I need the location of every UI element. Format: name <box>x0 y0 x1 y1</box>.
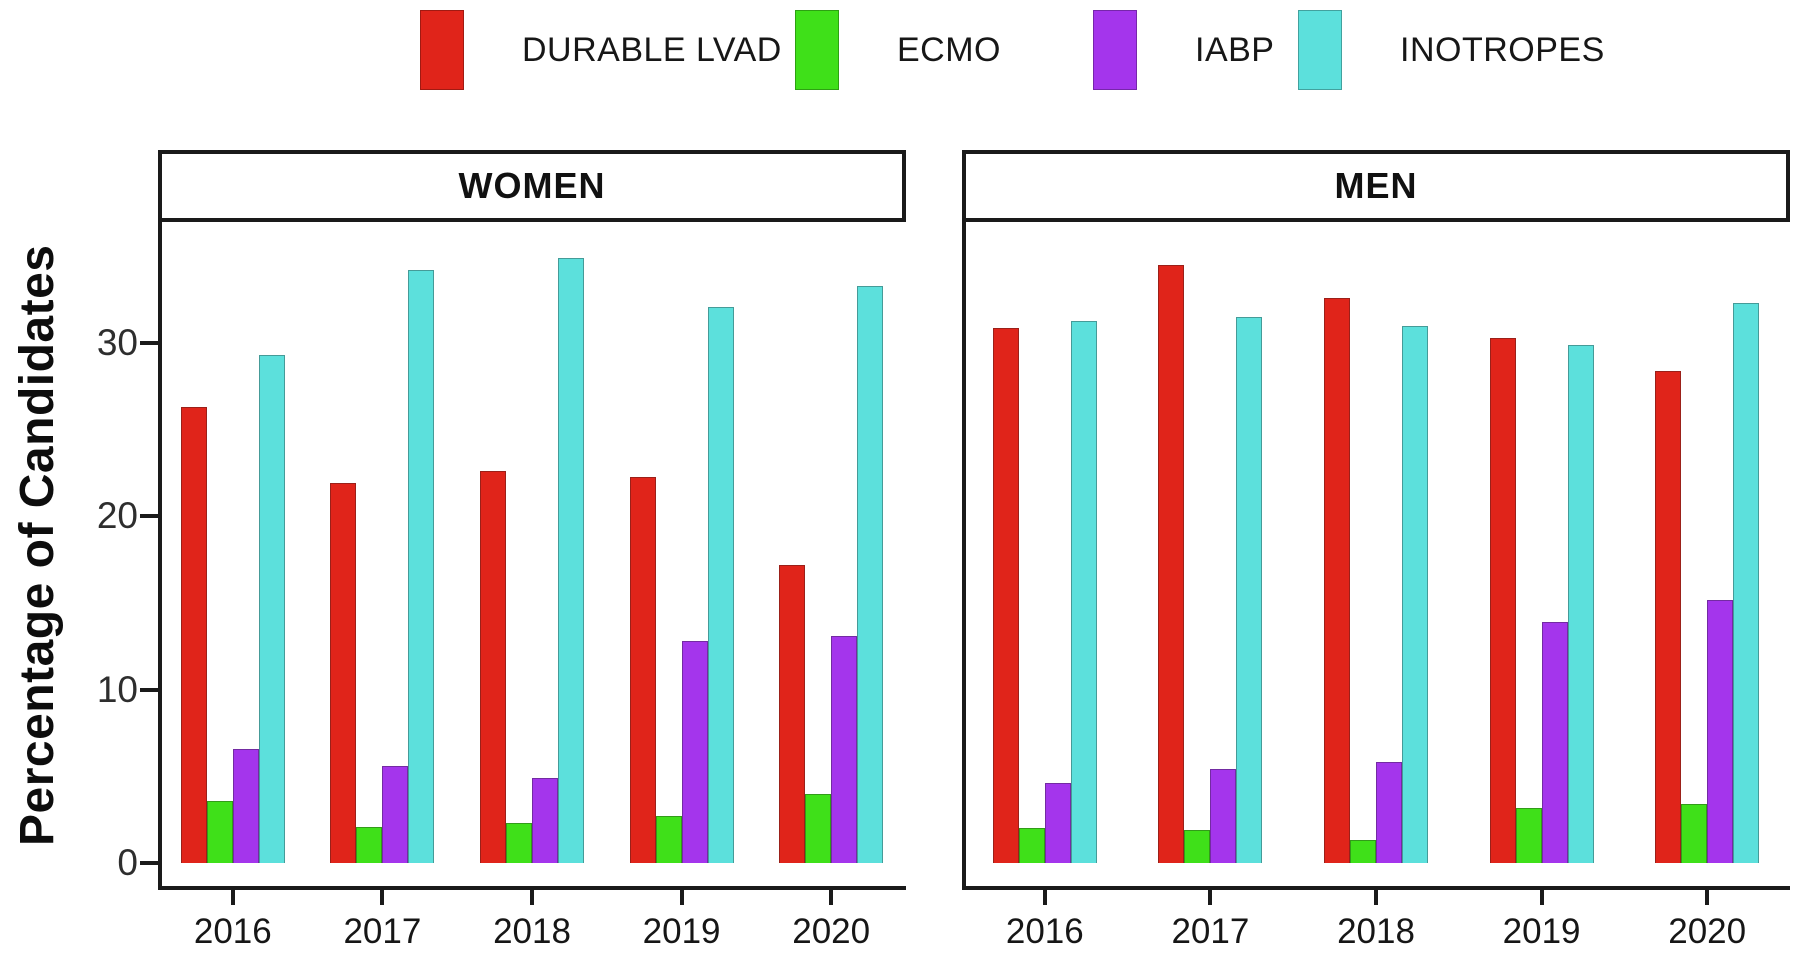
y-tick-mark-10 <box>140 687 158 692</box>
legend-label-inotropes: INOTROPES <box>1400 30 1605 69</box>
x-tick-mark-women-2019 <box>679 890 684 905</box>
bar-ecmo-2016 <box>1018 828 1045 863</box>
panel-header-women: WOMEN <box>158 150 906 222</box>
x-tick-label-men-2017: 2017 <box>1171 912 1250 951</box>
bar-inotropes-2019 <box>1567 345 1594 863</box>
legend-swatch-ecmo <box>795 10 839 90</box>
bar-inotropes-2016 <box>1070 321 1097 863</box>
bar-ecmo-2019 <box>655 816 682 863</box>
plot-area-women <box>158 222 906 890</box>
bar-durable-lvad-2017 <box>1158 265 1185 863</box>
bar-inotropes-2018 <box>1402 326 1428 863</box>
x-tick-mark-women-2018 <box>530 890 534 905</box>
legend-label-iabp: IABP <box>1195 30 1275 69</box>
x-tick-mark-men-2019 <box>1539 890 1544 905</box>
bar-ecmo-2020 <box>805 794 832 863</box>
bar-durable-lvad-2019 <box>1489 338 1516 863</box>
bar-ecmo-2019 <box>1515 808 1542 863</box>
bar-iabp-2017 <box>382 766 409 863</box>
bar-iabp-2019 <box>681 641 708 863</box>
x-tick-label-women-2016: 2016 <box>193 912 272 951</box>
y-tick-label-0: 0 <box>117 842 138 883</box>
bar-inotropes-2017 <box>408 270 435 863</box>
bar-inotropes-2020 <box>1733 303 1760 863</box>
bar-iabp-2020 <box>831 636 858 863</box>
bar-iabp-2018 <box>1376 762 1402 863</box>
bar-ecmo-2016 <box>206 801 233 863</box>
x-tick-mark-men-2017 <box>1208 890 1213 905</box>
bar-iabp-2017 <box>1210 769 1237 863</box>
x-tick-label-women-2018: 2018 <box>493 912 571 951</box>
bar-iabp-2016 <box>1044 783 1071 863</box>
legend-swatch-durable-lvad <box>420 10 464 90</box>
bar-durable-lvad-2018 <box>480 471 506 863</box>
x-tick-mark-men-2018 <box>1374 890 1378 905</box>
bar-durable-lvad-2016 <box>992 328 1019 863</box>
x-tick-mark-women-2017 <box>380 890 385 905</box>
bar-iabp-2019 <box>1541 622 1568 863</box>
y-tick-mark-30 <box>140 341 158 346</box>
x-tick-mark-men-2016 <box>1042 890 1047 905</box>
bar-inotropes-2016 <box>258 355 285 863</box>
bar-iabp-2020 <box>1707 600 1734 863</box>
y-tick-label-20: 20 <box>96 495 138 537</box>
bar-inotropes-2017 <box>1236 317 1263 863</box>
bar-inotropes-2018 <box>558 258 584 863</box>
legend-label-ecmo: ECMO <box>897 30 1001 69</box>
x-tick-label-women-2017: 2017 <box>343 912 422 951</box>
x-tick-label-men-2020: 2020 <box>1668 912 1747 951</box>
x-tick-label-women-2020: 2020 <box>792 912 871 951</box>
bar-durable-lvad-2017 <box>330 483 357 863</box>
y-tick-mark-0 <box>140 861 158 865</box>
y-tick-mark-20 <box>140 514 158 519</box>
bar-ecmo-2018 <box>506 823 532 863</box>
x-tick-mark-men-2020 <box>1705 890 1710 905</box>
x-tick-label-men-2019: 2019 <box>1502 912 1581 951</box>
plot-area-men <box>962 222 1790 890</box>
bar-ecmo-2017 <box>356 827 383 863</box>
bar-inotropes-2020 <box>857 286 884 863</box>
panel-header-label-men: MEN <box>1334 165 1418 206</box>
bar-iabp-2016 <box>232 749 259 863</box>
x-tick-mark-women-2020 <box>829 890 834 905</box>
legend-swatch-iabp <box>1093 10 1137 90</box>
panel-header-label-women: WOMEN <box>458 165 606 206</box>
bar-iabp-2018 <box>532 778 558 863</box>
bar-ecmo-2020 <box>1681 804 1708 863</box>
x-tick-label-men-2016: 2016 <box>1005 912 1084 951</box>
bar-durable-lvad-2018 <box>1324 298 1350 863</box>
bar-durable-lvad-2019 <box>629 477 656 863</box>
bar-durable-lvad-2020 <box>779 565 806 863</box>
y-tick-label-30: 30 <box>96 322 138 364</box>
bar-durable-lvad-2020 <box>1655 371 1682 863</box>
legend-swatch-inotropes <box>1298 10 1342 90</box>
panel-header-men: MEN <box>962 150 1790 222</box>
bar-inotropes-2019 <box>707 307 734 863</box>
x-tick-mark-women-2016 <box>230 890 235 905</box>
legend-label-durable-lvad: DURABLE LVAD <box>522 30 782 69</box>
bar-ecmo-2017 <box>1184 830 1211 863</box>
x-tick-label-men-2018: 2018 <box>1337 912 1415 951</box>
bar-durable-lvad-2016 <box>180 407 207 863</box>
y-tick-label-10: 10 <box>96 668 138 710</box>
bar-ecmo-2018 <box>1350 840 1376 863</box>
x-tick-label-women-2019: 2019 <box>642 912 721 951</box>
